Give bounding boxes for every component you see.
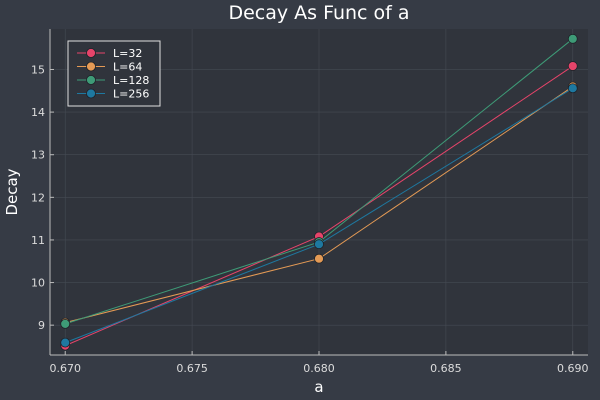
legend-label: L=32 (113, 47, 142, 60)
axes (49, 29, 588, 356)
x-tick-label: 0.685 (430, 362, 462, 375)
legend-marker (86, 88, 96, 99)
legend-marker (86, 61, 96, 72)
series-L=256 (60, 83, 578, 348)
y-tick-label: 11 (31, 234, 45, 247)
y-tick-label: 14 (31, 106, 45, 119)
data-point (60, 337, 71, 348)
legend-item: L=256 (77, 88, 149, 101)
data-point (314, 253, 324, 264)
legend-label: L=256 (113, 88, 149, 101)
x-tick-labels: 0.670 0.675 0.680 0.685 0.690 (49, 362, 588, 375)
legend-marker (86, 75, 96, 85)
y-tick-label: 9 (38, 319, 45, 332)
legend-label: L=64 (113, 61, 142, 74)
y-tick-labels: 9 10 11 12 13 14 15 (31, 63, 45, 332)
data-point (567, 61, 578, 71)
legend-item: L=32 (77, 47, 142, 60)
series-group (60, 33, 578, 351)
x-tick-label: 0.675 (176, 362, 208, 375)
y-tick-label: 15 (31, 63, 45, 76)
legend-item: L=128 (77, 74, 149, 87)
y-tick-label: 13 (31, 149, 45, 162)
y-tick-label: 12 (31, 191, 45, 204)
data-point (567, 33, 578, 44)
legend-label: L=128 (113, 74, 149, 87)
x-tick-label: 0.690 (557, 362, 589, 375)
x-tick-label: 0.680 (303, 362, 335, 375)
y-tick-label: 10 (31, 277, 45, 290)
x-axis-title: a (314, 378, 323, 396)
legend-item: L=64 (77, 61, 142, 74)
x-tick-label: 0.670 (49, 362, 81, 375)
legend-box (67, 40, 161, 107)
data-point (314, 239, 324, 250)
legend-marker (86, 48, 96, 58)
y-axis-title: Decay (3, 168, 21, 215)
data-point (60, 318, 71, 329)
data-point (567, 83, 578, 94)
chart-title: Decay As Func of a (228, 2, 409, 24)
